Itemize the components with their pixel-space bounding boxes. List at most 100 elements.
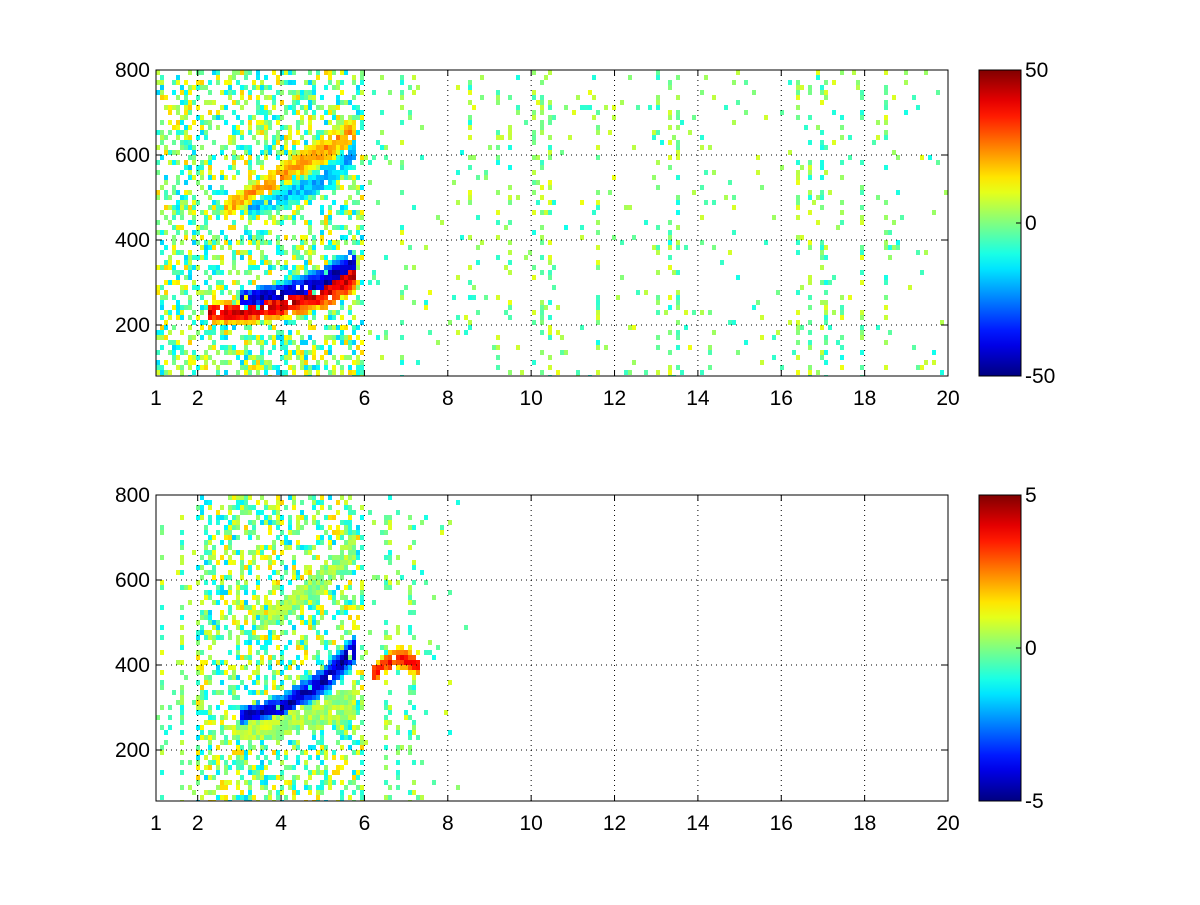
top-heatmap-cell — [896, 155, 900, 160]
top-heatmap-cell — [548, 120, 552, 125]
top-heatmap-cell — [300, 155, 304, 160]
bottom-heatmap-cell — [232, 795, 236, 800]
top-heatmap-cell — [348, 285, 352, 290]
bottom-heatmap-cell — [352, 595, 356, 600]
bottom-heatmap-cell — [288, 600, 292, 605]
top-heatmap-cell — [300, 265, 304, 270]
bottom-heatmap-cell — [240, 755, 244, 760]
top-heatmap-cell — [684, 310, 688, 315]
top-heatmap-cell — [312, 85, 316, 90]
top-heatmap-cell — [312, 300, 316, 305]
bottom-heatmap-cell — [300, 590, 304, 595]
bottom-heatmap-cell — [384, 530, 388, 535]
top-heatmap-cell — [840, 310, 844, 315]
top-heatmap-cell — [272, 175, 276, 180]
top-heatmap-cell — [304, 360, 308, 365]
top-heatmap-cell — [644, 220, 648, 225]
top-heatmap-cell — [180, 310, 184, 315]
top-heatmap-cell — [160, 90, 164, 95]
top-heatmap-cell — [268, 85, 272, 90]
bottom-heatmap-cell — [264, 795, 268, 800]
top-heatmap-cell — [328, 345, 332, 350]
top-heatmap-cell — [272, 280, 276, 285]
top-heatmap-cell — [292, 90, 296, 95]
top-heatmap-cell — [356, 130, 360, 135]
bottom-heatmap-cell — [220, 580, 224, 585]
top-heatmap-cell — [188, 210, 192, 215]
top-heatmap-cell — [240, 235, 244, 240]
bottom-heatmap-cell — [284, 725, 288, 730]
bottom-heatmap-cell — [328, 575, 332, 580]
top-heatmap-cell — [244, 200, 248, 205]
top-heatmap-cell — [336, 180, 340, 185]
top-heatmap-cell — [308, 200, 312, 205]
top-heatmap-cell — [308, 195, 312, 200]
top-heatmap-cell — [184, 160, 188, 165]
top-heatmap-cell — [268, 95, 272, 100]
top-heatmap-cell — [264, 135, 268, 140]
bottom-heatmap-cell — [264, 505, 268, 510]
top-heatmap-cell — [304, 260, 308, 265]
bottom-heatmap-cell — [292, 660, 296, 665]
top-heatmap-cell — [532, 180, 536, 185]
top-heatmap-cell — [240, 215, 244, 220]
top-heatmap-cell — [652, 130, 656, 135]
top-heatmap-cell — [248, 120, 252, 125]
bottom-heatmap-cell — [336, 530, 340, 535]
bottom-heatmap-cell — [396, 730, 400, 735]
bottom-heatmap-cell — [244, 590, 248, 595]
top-heatmap-cell — [176, 120, 180, 125]
bottom-heatmap-cell — [216, 620, 220, 625]
top-heatmap-cell — [700, 185, 704, 190]
bottom-heatmap-cell — [232, 730, 236, 735]
bottom-heatmap-cell — [348, 615, 352, 620]
top-heatmap-cell — [496, 295, 500, 300]
bottom-heatmap-cell — [224, 545, 228, 550]
top-heatmap-cell — [224, 345, 228, 350]
top-heatmap-cell — [232, 300, 236, 305]
top-heatmap-cell — [732, 120, 736, 125]
bottom-heatmap-cell — [300, 600, 304, 605]
top-heatmap-cell — [284, 160, 288, 165]
bottom-heatmap-cell — [224, 740, 228, 745]
bottom-heatmap-cell — [160, 525, 164, 530]
bottom-heatmap-cell — [220, 720, 224, 725]
top-heatmap-cell — [700, 215, 704, 220]
top-heatmap-cell — [352, 290, 356, 295]
bottom-heatmap-cell — [276, 740, 280, 745]
bottom-heatmap-cell — [228, 610, 232, 615]
bottom-heatmap-cell — [348, 640, 352, 645]
top-heatmap-cell — [316, 130, 320, 135]
top-heatmap-cell — [312, 135, 316, 140]
top-heatmap-cell — [212, 190, 216, 195]
top-heatmap-cell — [324, 335, 328, 340]
bottom-heatmap-cell — [160, 585, 164, 590]
bottom-heatmap-cell — [352, 535, 356, 540]
top-heatmap-cell — [732, 320, 736, 325]
bottom-heatmap-cell — [208, 590, 212, 595]
top-heatmap-cell — [164, 310, 168, 315]
bottom-heatmap-cell — [340, 720, 344, 725]
top-heatmap-cell — [352, 125, 356, 130]
bottom-heatmap-cell — [252, 715, 256, 720]
top-heatmap-cell — [508, 145, 512, 150]
top-heatmap-cell — [324, 265, 328, 270]
bottom-heatmap-cell — [408, 735, 412, 740]
top-heatmap-cell — [344, 200, 348, 205]
bottom-heatmap-cell — [272, 705, 276, 710]
top-heatmap-cell — [340, 165, 344, 170]
bottom-heatmap-cell — [376, 575, 380, 580]
top-heatmap-cell — [260, 85, 264, 90]
top-heatmap-cell — [280, 165, 284, 170]
top-heatmap-cell — [188, 300, 192, 305]
top-heatmap-cell — [336, 260, 340, 265]
top-heatmap-cell — [272, 70, 276, 75]
top-heatmap-cell — [424, 305, 428, 310]
bottom-heatmap-cell — [308, 770, 312, 775]
top-heatmap-cell — [656, 370, 660, 375]
top-heatmap-cell — [328, 70, 332, 75]
top-heatmap-cell — [340, 290, 344, 295]
bottom-heatmap-cell — [328, 715, 332, 720]
top-heatmap-cell — [400, 160, 404, 165]
bottom-heatmap-cell — [276, 795, 280, 800]
